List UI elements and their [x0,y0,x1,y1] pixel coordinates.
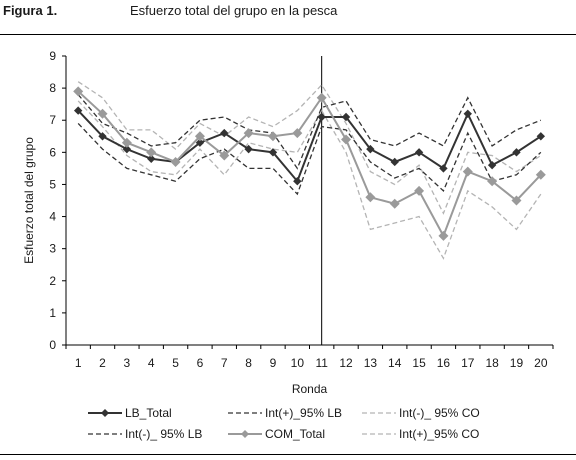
x-tick-label: 13 [364,356,378,370]
x-tick-label: 5 [172,356,179,370]
y-tick-label: 4 [49,210,56,224]
y-tick-label: 9 [49,49,56,63]
series-0-point [536,132,546,141]
series-0-point [390,157,399,167]
series-3-point [365,192,376,203]
series-3-point [292,128,303,139]
series-3-point [341,134,352,145]
y-tick-label: 8 [49,81,56,95]
series-3-point [267,131,278,142]
x-tick-label: 11 [315,356,328,370]
series-0-point [98,132,107,141]
series-3-point [219,150,230,161]
series-0-point [487,160,497,170]
series-3-point [121,137,132,148]
x-tick-label: 7 [221,356,228,370]
y-tick-label: 0 [49,338,56,352]
series-3-point [73,86,84,97]
series-0-point [268,148,278,157]
x-tick-label: 20 [534,356,548,370]
x-tick-label: 8 [245,356,252,370]
series-0-point [147,154,156,163]
series-3-point [146,147,157,158]
y-tick-label: 7 [49,113,56,127]
series-3-point [414,185,425,196]
x-tick-label: 14 [388,356,402,370]
series-0-point [366,144,375,154]
legend-marker [101,409,109,417]
x-tick-label: 16 [437,356,451,370]
legend-label: Int(-)_ 95% LB [125,427,202,441]
series-0-point [220,128,229,138]
x-tick-label: 4 [148,356,155,370]
series-3-point [462,166,473,177]
series-3-point [170,156,181,167]
series-3-point [316,92,327,103]
series-0-point [439,164,448,173]
series-line-2 [77,94,542,170]
y-axis-title: Esfuerzo total del grupo [22,137,36,264]
x-tick-label: 15 [412,356,426,370]
x-tick-label: 2 [99,356,106,370]
series-line-1 [77,122,542,196]
legend-marker [241,430,249,438]
legend-label: Int(+)_95% CO [399,427,479,441]
series-line-0 [77,109,542,184]
x-tick-label: 1 [75,356,82,370]
figure-title: Esfuerzo total del grupo en la pesca [130,3,338,18]
series-0-point [293,177,302,186]
series-3-point [194,131,205,142]
legend-label: LB_Total [125,406,172,420]
series-0-point [512,148,521,157]
figure-label: Figura 1. [3,3,58,18]
series-0-point [244,144,253,154]
series-0-point [122,144,132,154]
series-3-point [97,108,108,119]
series-0-point [195,138,205,147]
series-0-point [317,112,326,122]
x-tick-label: 12 [339,356,353,370]
bottom-rule [0,454,576,455]
x-axis-title: Ronda [292,382,328,396]
series-3-point [535,169,546,180]
legend-label: Int(+)_95% LB [265,406,342,420]
series-3-point [487,176,498,187]
y-tick-label: 3 [49,242,56,256]
y-tick-label: 5 [49,177,56,191]
x-tick-label: 3 [124,356,131,370]
legend-label: COM_Total [265,427,325,441]
series-line-5 [77,81,542,215]
x-tick-label: 9 [270,356,277,370]
series-line-3 [77,90,542,239]
y-tick-label: 6 [49,145,56,159]
series-3-point [511,195,522,206]
x-tick-label: 6 [197,356,204,370]
series-0-point [73,106,83,115]
series-0-point [341,112,351,122]
series-0-point [414,148,424,157]
series-line-4 [77,100,542,260]
y-tick-label: 2 [49,274,56,288]
top-rule [0,34,576,35]
legend-label: Int(-)_ 95% CO [399,406,480,420]
series-3-point [389,198,400,209]
x-tick-label: 19 [510,356,524,370]
series-3-point [243,128,254,139]
series-0-point [463,109,472,118]
series-3-point [438,230,449,241]
x-tick-label: 17 [461,356,475,370]
x-tick-label: 10 [291,356,305,370]
x-tick-label: 18 [485,356,499,370]
y-tick-label: 1 [49,306,56,320]
